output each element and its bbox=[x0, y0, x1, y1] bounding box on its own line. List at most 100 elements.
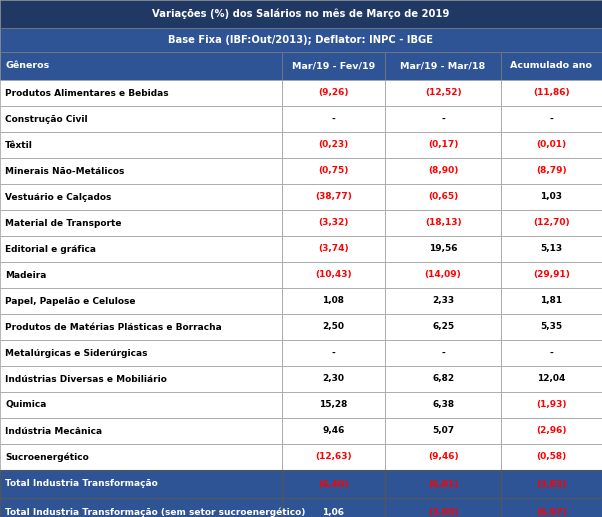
Text: -: - bbox=[441, 348, 445, 357]
Text: (14,09): (14,09) bbox=[424, 270, 462, 280]
Text: Total Industria Transformação (sem setor sucroenergético): Total Industria Transformação (sem setor… bbox=[5, 507, 305, 517]
Text: Papel, Papelão e Celulose: Papel, Papelão e Celulose bbox=[5, 297, 135, 306]
Text: 12,04: 12,04 bbox=[537, 374, 566, 384]
Text: (12,52): (12,52) bbox=[425, 88, 461, 98]
Text: Madeira: Madeira bbox=[5, 270, 46, 280]
Text: 5,07: 5,07 bbox=[432, 427, 454, 435]
Bar bbox=[385, 444, 501, 470]
Bar bbox=[282, 314, 385, 340]
Text: Indústrias Diversas e Mobiliário: Indústrias Diversas e Mobiliário bbox=[5, 374, 167, 384]
Bar bbox=[0, 184, 282, 210]
Text: Base Fixa (IBF:Out/2013); Deflator: INPC - IBGE: Base Fixa (IBF:Out/2013); Deflator: INPC… bbox=[169, 35, 433, 45]
Text: (8,79): (8,79) bbox=[536, 166, 566, 175]
Bar bbox=[501, 210, 602, 236]
Bar bbox=[0, 236, 282, 262]
Text: (12,70): (12,70) bbox=[533, 219, 569, 227]
Text: Material de Transporte: Material de Transporte bbox=[5, 219, 122, 227]
Bar bbox=[501, 314, 602, 340]
Text: Produtos de Matérias Plásticas e Borracha: Produtos de Matérias Plásticas e Borrach… bbox=[5, 323, 222, 331]
Text: 5,13: 5,13 bbox=[541, 245, 562, 253]
Text: (9,26): (9,26) bbox=[318, 88, 349, 98]
Bar bbox=[0, 314, 282, 340]
Bar bbox=[282, 80, 385, 106]
Bar bbox=[385, 158, 501, 184]
Bar bbox=[501, 80, 602, 106]
Bar bbox=[501, 288, 602, 314]
Text: (12,63): (12,63) bbox=[315, 452, 352, 462]
Bar bbox=[385, 470, 501, 498]
Text: Sucroenergético: Sucroenergético bbox=[5, 452, 88, 462]
Bar bbox=[0, 158, 282, 184]
Text: Variações (%) dos Salários no mês de Março de 2019: Variações (%) dos Salários no mês de Mar… bbox=[152, 9, 450, 19]
Text: Mar/19 - Fev/19: Mar/19 - Fev/19 bbox=[292, 62, 375, 70]
Text: Mar/19 - Mar/18: Mar/19 - Mar/18 bbox=[400, 62, 486, 70]
Text: (10,43): (10,43) bbox=[315, 270, 352, 280]
Text: 1,06: 1,06 bbox=[323, 508, 344, 516]
Text: 6,82: 6,82 bbox=[432, 374, 454, 384]
Bar bbox=[282, 444, 385, 470]
Bar bbox=[282, 498, 385, 517]
Bar bbox=[0, 418, 282, 444]
Bar bbox=[282, 288, 385, 314]
Bar bbox=[282, 340, 385, 366]
Bar bbox=[0, 366, 282, 392]
Bar bbox=[385, 366, 501, 392]
Text: (6,97): (6,97) bbox=[536, 508, 566, 516]
Bar bbox=[0, 340, 282, 366]
Text: Têxtil: Têxtil bbox=[5, 141, 33, 149]
Text: Vestuário e Calçados: Vestuário e Calçados bbox=[5, 192, 111, 202]
Bar bbox=[385, 340, 501, 366]
Text: 5,35: 5,35 bbox=[541, 323, 562, 331]
Bar bbox=[385, 132, 501, 158]
Bar bbox=[385, 498, 501, 517]
Bar bbox=[282, 210, 385, 236]
Bar bbox=[282, 236, 385, 262]
Text: 1,03: 1,03 bbox=[541, 192, 562, 202]
Text: 2,50: 2,50 bbox=[323, 323, 344, 331]
Text: (0,23): (0,23) bbox=[318, 141, 349, 149]
Bar bbox=[0, 106, 282, 132]
Bar bbox=[282, 470, 385, 498]
Bar bbox=[501, 340, 602, 366]
Bar bbox=[385, 106, 501, 132]
Bar bbox=[501, 158, 602, 184]
Bar bbox=[0, 132, 282, 158]
Text: (0,75): (0,75) bbox=[318, 166, 349, 175]
Bar bbox=[0, 52, 282, 80]
Text: (1,93): (1,93) bbox=[536, 401, 566, 409]
Bar bbox=[282, 418, 385, 444]
Text: -: - bbox=[332, 114, 335, 124]
Bar bbox=[501, 236, 602, 262]
Text: Total Industria Transformação: Total Industria Transformação bbox=[5, 479, 158, 489]
Bar bbox=[0, 262, 282, 288]
Bar bbox=[0, 80, 282, 106]
Bar bbox=[0, 498, 282, 517]
Bar bbox=[501, 366, 602, 392]
Text: (6,81): (6,81) bbox=[428, 479, 458, 489]
Bar bbox=[0, 210, 282, 236]
Text: 9,46: 9,46 bbox=[322, 427, 345, 435]
Text: (18,13): (18,13) bbox=[425, 219, 461, 227]
Text: 15,28: 15,28 bbox=[319, 401, 348, 409]
Bar bbox=[0, 0, 602, 28]
Bar bbox=[501, 184, 602, 210]
Text: 2,33: 2,33 bbox=[432, 297, 454, 306]
Text: (0,58): (0,58) bbox=[536, 452, 566, 462]
Text: 6,25: 6,25 bbox=[432, 323, 454, 331]
Text: -: - bbox=[441, 114, 445, 124]
Bar bbox=[0, 288, 282, 314]
Text: (2,96): (2,96) bbox=[536, 427, 566, 435]
Text: 2,30: 2,30 bbox=[323, 374, 344, 384]
Bar bbox=[282, 262, 385, 288]
Bar bbox=[385, 314, 501, 340]
Bar bbox=[501, 444, 602, 470]
Text: (3,74): (3,74) bbox=[318, 245, 349, 253]
Text: (9,46): (9,46) bbox=[428, 452, 458, 462]
Bar bbox=[385, 262, 501, 288]
Bar bbox=[385, 184, 501, 210]
Text: -: - bbox=[332, 348, 335, 357]
Bar bbox=[282, 132, 385, 158]
Text: (3,83): (3,83) bbox=[536, 479, 566, 489]
Bar bbox=[385, 236, 501, 262]
Text: (11,86): (11,86) bbox=[533, 88, 569, 98]
